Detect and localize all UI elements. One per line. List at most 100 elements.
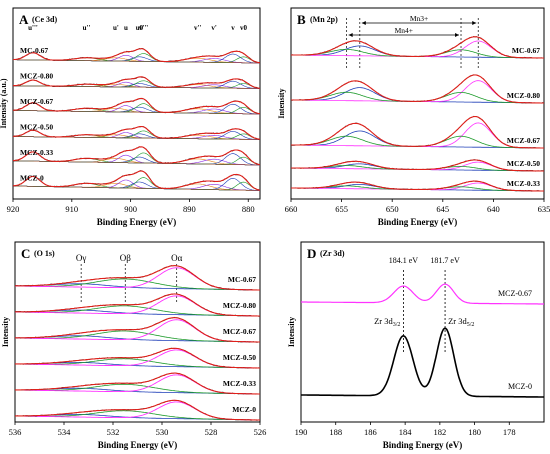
o1s-x-axis-label: Binding Energy (eV) — [98, 440, 178, 450]
mn2p-x-tick-label: 655 — [335, 204, 348, 214]
zr3d-panel-letter: D — [307, 246, 316, 261]
zr3d-x-tick-label: 188 — [329, 427, 342, 437]
zr3d-x-tick-label: 180 — [468, 427, 481, 437]
panel-b-mn2p: 660 655 650 645 640 635 B (Mn 2p) Binding Energy… — [277, 7, 550, 227]
o1s-fit-envelope — [15, 347, 260, 369]
o1s-x-tick-label: 534 — [58, 427, 72, 437]
mn2p-x-tick-label: 645 — [436, 204, 449, 214]
mn2p-annotation: Mn4+ — [395, 26, 413, 35]
o1s-component-curve — [15, 267, 260, 291]
mn2p-arrowhead — [455, 33, 460, 37]
ce3d-x-tick-label: 910 — [65, 204, 78, 214]
ce3d-x-tick-label: 900 — [124, 204, 137, 214]
o1s-sample-label: MCZ-0 — [232, 405, 256, 414]
ce3d-peak-label: v — [231, 24, 235, 32]
mn2p-x-tick-label: 660 — [285, 204, 298, 214]
o1s-panel-title: (O 1s) — [34, 249, 55, 258]
o1s-sample-label: MCZ-0.33 — [223, 379, 256, 388]
o1s-x-tick-label: 532 — [107, 427, 120, 437]
zr3d-peak-value: 184.1 eV — [389, 256, 419, 265]
o1s-component-label: Oγ — [76, 253, 86, 263]
panel-c-o1s: 536 534 532 530 528 526 C (O 1s) Binding Energy … — [1, 241, 267, 450]
mn2p-annotation: Mn3+ — [410, 14, 428, 23]
ce3d-sample-label: MCZ-0 — [20, 174, 44, 183]
mn2p-x-tick-label: 640 — [487, 204, 500, 214]
o1s-component-curve — [15, 330, 260, 343]
o1s-x-tick-label: 530 — [156, 427, 169, 437]
zr3d-x-axis-label: Binding Energy (eV) — [383, 440, 463, 450]
mn2p-fit-envelope — [291, 159, 544, 172]
o1s-component-label: Oβ — [120, 253, 131, 263]
o1s-fit-envelope — [15, 317, 260, 343]
mn2p-sample-label: MCZ-0.33 — [507, 179, 540, 188]
o1s-panel-letter: C — [21, 246, 30, 261]
ce3d-peak-label: u — [124, 24, 128, 32]
o1s-component-curve — [15, 410, 260, 421]
mn2p-arrowhead — [348, 33, 353, 37]
o1s-x-tick-label: 536 — [9, 427, 22, 437]
mn2p-fit-envelope — [291, 74, 544, 104]
ce3d-peak-label: u' — [113, 24, 119, 32]
ce3d-x-tick-label: 880 — [242, 204, 255, 214]
zr3d-series-label: MCZ-0 — [508, 382, 532, 391]
panel-a-ce3d: 920 910 900 890 880 A (Ce 3d) Binding Energy (e… — [0, 7, 261, 227]
o1s-sample-label: MC-0.67 — [228, 275, 256, 284]
o1s-fit-envelope — [15, 372, 260, 395]
zr3d-series-line — [301, 283, 544, 305]
mn2p-sample-label: MCZ-0.50 — [507, 159, 540, 168]
zr3d-plot-frame — [300, 241, 545, 423]
o1s-sample-label: MCZ-0.50 — [223, 353, 256, 362]
o1s-sample-label: MCZ-0.67 — [223, 327, 256, 336]
ce3d-fit-envelope — [12, 48, 261, 64]
o1s-component-label: Oα — [171, 253, 182, 263]
mn2p-arrowhead — [472, 21, 477, 25]
ce3d-fit-envelope — [12, 170, 261, 191]
mn2p-y-axis-label: Intensity — [277, 88, 286, 118]
ce3d-y-axis-label: Intensity (a.u.) — [0, 78, 8, 128]
zr3d-peak-name: Zr 3d3/2 — [374, 316, 400, 328]
zr3d-peak-name: Zr 3d5/2 — [448, 316, 474, 328]
ce3d-sample-label: MCZ-0.67 — [20, 97, 53, 106]
ce3d-sample-label: MC-0.67 — [20, 46, 48, 55]
zr3d-x-tick-label: 186 — [364, 427, 377, 437]
zr3d-series-label: MCZ-0.67 — [498, 289, 532, 298]
zr3d-x-tick-label: 184 — [399, 427, 413, 437]
ce3d-x-tick-label: 890 — [183, 204, 196, 214]
ce3d-peak-label: v0 — [240, 24, 248, 32]
ce3d-fit-envelope — [13, 146, 261, 166]
mn2p-x-tick-label: 650 — [386, 204, 399, 214]
ce3d-peak-label: u0 — [136, 24, 144, 32]
o1s-fit-envelope — [15, 293, 260, 317]
mn2p-fit-envelope — [291, 115, 544, 149]
o1s-component-curve — [15, 401, 260, 421]
zr3d-series-line — [301, 327, 544, 398]
zr3d-y-axis-label: Intensity — [287, 317, 296, 347]
mn2p-sample-label: MCZ-0.80 — [507, 91, 540, 100]
mn2p-sample-label: MC-0.67 — [512, 46, 540, 55]
ce3d-peak-label: v'' — [194, 24, 201, 32]
zr3d-x-tick-label: 190 — [295, 427, 308, 437]
zr3d-peak-subscript: 3/2 — [393, 322, 401, 328]
zr3d-x-tick-label: 178 — [503, 427, 516, 437]
mn2p-panel-title: (Mn 2p) — [310, 15, 338, 24]
panel-d-zr3d: 190 188 186 184 182 180 178 D (Zr 3d) Binding Ene… — [287, 241, 545, 450]
mn2p-fit-envelope — [291, 36, 544, 59]
ce3d-sample-label: MCZ-0.50 — [20, 123, 53, 132]
o1s-component-curve — [15, 383, 260, 395]
o1s-y-axis-label: Intensity — [1, 317, 10, 347]
ce3d-peak-label: v''' — [139, 24, 148, 32]
o1s-fit-envelope — [15, 265, 260, 291]
ce3d-x-tick-label: 920 — [7, 204, 20, 214]
zr3d-panel-title: (Zr 3d) — [320, 249, 345, 258]
o1s-plot-frame — [14, 241, 261, 423]
o1s-x-tick-label: 526 — [254, 427, 267, 437]
mn2p-x-tick-label: 635 — [538, 204, 550, 214]
ce3d-fit-envelope — [12, 76, 261, 89]
mn2p-arrowhead — [361, 21, 366, 25]
ce3d-plot-frame — [12, 7, 261, 200]
o1s-component-curve — [15, 305, 260, 317]
mn2p-panel-letter: B — [297, 12, 306, 27]
mn2p-sample-label: MCZ-0.67 — [507, 136, 540, 145]
ce3d-sample-label: MCZ-0.33 — [20, 148, 53, 157]
